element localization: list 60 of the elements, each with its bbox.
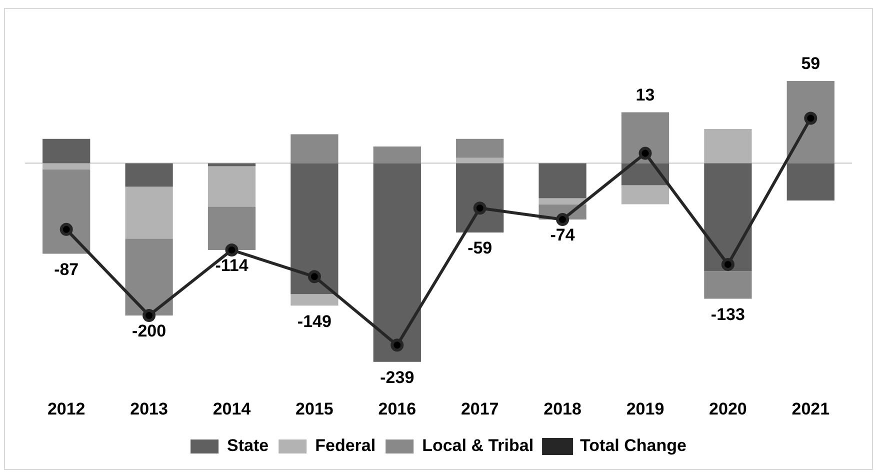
bar: [373, 163, 421, 362]
x-tick-label: 2019: [626, 399, 664, 418]
data-label: -149: [297, 312, 332, 331]
point: [142, 308, 156, 322]
x-tick-label: 2016: [378, 399, 416, 418]
bar: [786, 80, 834, 164]
point: [804, 112, 818, 125]
x-tick-label: 2020: [709, 399, 747, 418]
point: [638, 146, 652, 160]
bar: [456, 163, 504, 232]
bar: [786, 163, 834, 201]
data-label: -74: [550, 226, 576, 245]
bar: [704, 271, 752, 299]
bar: [704, 128, 752, 164]
bar: [621, 112, 670, 164]
point: [390, 338, 404, 352]
bar: [42, 138, 90, 164]
bar: [290, 294, 338, 306]
data-label: -133: [710, 304, 745, 324]
legend-label: Local & Tribal: [422, 436, 534, 456]
x-tick-label: 2015: [296, 399, 334, 418]
point: [225, 243, 238, 256]
bar: [42, 163, 90, 170]
legend-label: State: [227, 436, 269, 456]
data-label: 59: [801, 54, 820, 74]
x-tick-label: 2021: [792, 399, 830, 418]
bar: [373, 146, 421, 164]
x-tick-label: 2013: [130, 399, 168, 418]
bar: [42, 169, 90, 254]
legend-label: Federal: [315, 436, 376, 456]
point: [721, 258, 734, 271]
data-label: -239: [380, 368, 414, 388]
point: [556, 213, 570, 226]
bar: [208, 163, 256, 166]
bar: [208, 166, 256, 207]
bar: [290, 163, 338, 294]
x-tick-label: 2018: [544, 399, 582, 418]
bar: [208, 206, 256, 250]
bar: [290, 134, 338, 164]
legend-label: Total Change: [580, 436, 686, 456]
x-tick-label: 2012: [47, 399, 86, 418]
bar: [125, 163, 173, 187]
x-tick-label: 2014: [212, 399, 252, 418]
bar: [704, 163, 752, 272]
bar: [538, 163, 586, 198]
bar: [125, 186, 173, 239]
bar: [456, 138, 504, 158]
point: [473, 202, 486, 215]
data-label: -200: [132, 322, 166, 341]
data-label: 13: [636, 85, 655, 104]
data-label: -87: [54, 260, 79, 279]
data-label: -59: [468, 238, 492, 258]
data-label: -114: [215, 256, 249, 276]
bar: [621, 185, 670, 204]
bar: [456, 158, 504, 164]
point: [60, 222, 73, 236]
bar: [125, 238, 173, 316]
bar: [538, 198, 586, 204]
point: [308, 270, 321, 284]
x-tick-label: 2017: [460, 399, 499, 418]
